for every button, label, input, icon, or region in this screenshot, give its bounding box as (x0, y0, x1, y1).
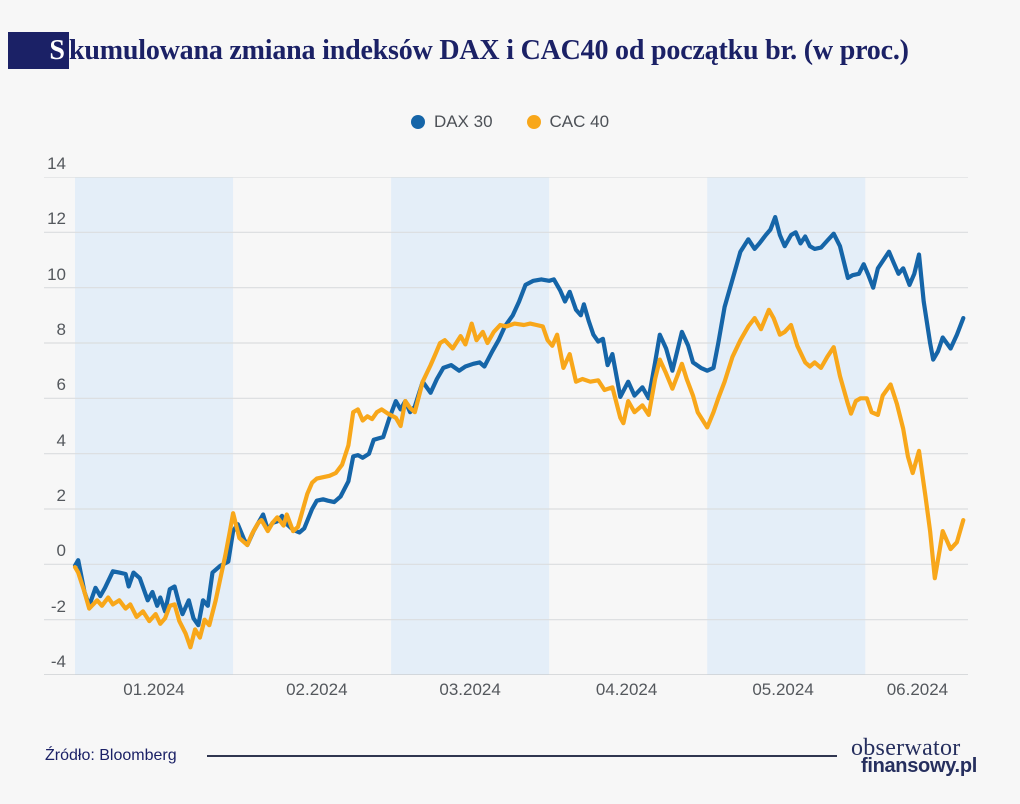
y-axis-label: 4 (56, 430, 66, 450)
y-axis-label: 6 (56, 375, 66, 395)
y-axis-label: -2 (50, 596, 66, 616)
x-axis-label: 04.2024 (595, 680, 658, 699)
dax-legend-dot-icon (410, 115, 425, 129)
footer-divider-line (206, 755, 837, 757)
y-axis-label: 10 (47, 264, 66, 284)
dax-line (72, 214, 966, 628)
y-axis-label: 12 (47, 209, 66, 229)
x-axis-label: 06.2024 (886, 680, 949, 699)
y-axis-label: 2 (56, 486, 66, 505)
title-highlight-box: S (8, 32, 69, 69)
x-axis-label: 03.2024 (439, 680, 501, 699)
legend-item-dax: DAX 30 (410, 112, 493, 132)
x-axis-label: 05.2024 (752, 680, 814, 699)
cac-legend-label: CAC 40 (549, 112, 610, 131)
chart-legend: DAX 30 CAC 40 (0, 112, 1020, 132)
title-highlight-letter: S (49, 34, 65, 66)
month-band (391, 177, 550, 675)
title-text: kumulowana zmiana indeksów DAX i CAC40 o… (69, 34, 909, 66)
x-axis-label: 01.2024 (123, 680, 185, 699)
logo-line1: obserwator (850, 735, 961, 761)
chart-svg (44, 177, 968, 675)
y-axis-label: 0 (56, 541, 66, 561)
source-label: Źródło: Bloomberg (45, 747, 177, 764)
cac-legend-dot-icon (526, 115, 541, 129)
obserwator-finansowy-logo: obserwator finansowy.pl (851, 736, 977, 776)
footer: Źródło: Bloomberg obserwator finansowy.p… (45, 731, 977, 781)
x-axis-label: 02.2024 (286, 680, 348, 699)
y-axis-label: -4 (50, 652, 66, 671)
month-band (707, 177, 866, 675)
dax-legend-label: DAX 30 (433, 112, 493, 131)
y-axis-label: 8 (56, 320, 66, 339)
y-axis-label: 14 (47, 154, 66, 173)
cac-line (72, 307, 966, 650)
legend-item-cac: CAC 40 (526, 112, 610, 132)
logo-line2: finansowy.pl (860, 755, 977, 777)
